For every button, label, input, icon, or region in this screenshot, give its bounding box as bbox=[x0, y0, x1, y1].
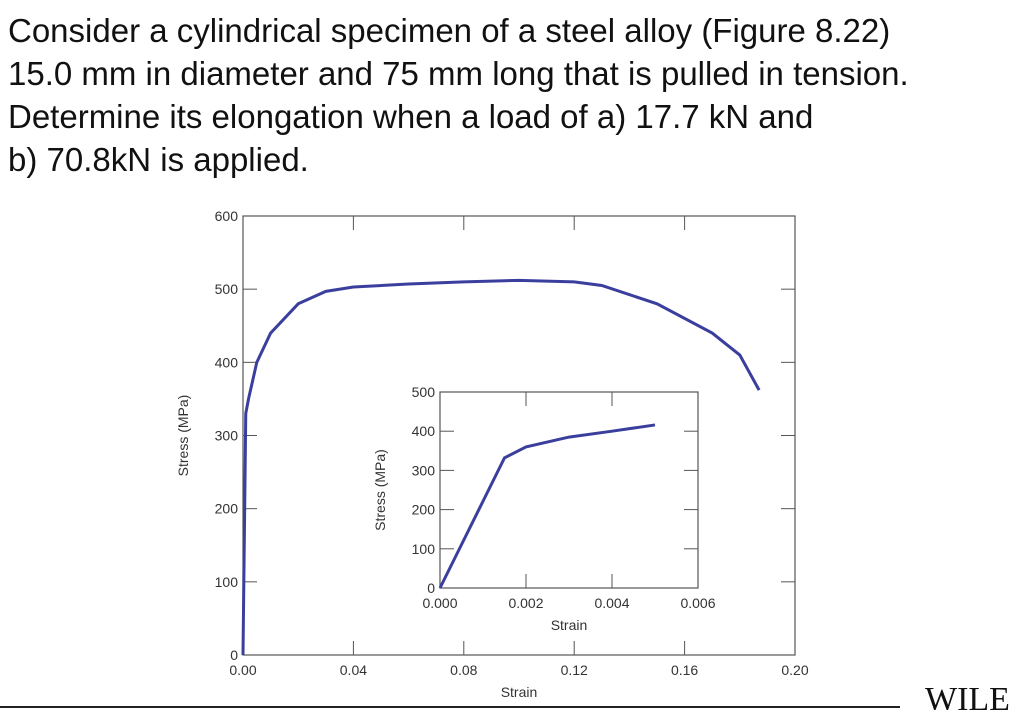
y-tick-label: 200 bbox=[412, 502, 436, 518]
y-tick-label: 500 bbox=[412, 384, 436, 400]
y-axis-label: Stress (MPa) bbox=[372, 449, 388, 531]
x-tick-label: 0.12 bbox=[561, 662, 588, 678]
x-tick-label: 0.006 bbox=[680, 595, 715, 611]
problem-line: Consider a cylindrical specimen of a ste… bbox=[8, 12, 890, 49]
y-tick-label: 300 bbox=[215, 428, 239, 444]
y-tick-label: 200 bbox=[215, 501, 239, 517]
x-tick-label: 0.04 bbox=[340, 662, 367, 678]
y-tick-label: 500 bbox=[215, 281, 239, 297]
problem-line: Determine its elongation when a load of … bbox=[8, 98, 813, 135]
x-tick-label: 0.00 bbox=[229, 662, 256, 678]
x-axis-label: Strain bbox=[551, 617, 588, 633]
stress-strain-curve bbox=[438, 423, 656, 589]
problem-line: 15.0 mm in diameter and 75 mm long that … bbox=[8, 55, 909, 92]
plot-frame bbox=[439, 391, 699, 589]
logo: WILE bbox=[925, 681, 1010, 710]
y-tick-label: 400 bbox=[215, 354, 239, 370]
x-tick-label: 0.20 bbox=[781, 662, 808, 678]
y-tick-label: 100 bbox=[215, 574, 239, 590]
problem-line: b) 70.8kN is applied. bbox=[8, 141, 309, 178]
x-tick-label: 0.002 bbox=[508, 595, 543, 611]
y-tick-label: 600 bbox=[215, 208, 239, 224]
y-axis-label: Stress (MPa) bbox=[175, 395, 191, 477]
y-tick-label: 0 bbox=[230, 647, 238, 663]
x-tick-label: 0.000 bbox=[422, 595, 457, 611]
x-tick-label: 0.16 bbox=[671, 662, 698, 678]
x-tick-label: 0.08 bbox=[450, 662, 477, 678]
y-tick-label: 400 bbox=[412, 423, 436, 439]
y-tick-label: 100 bbox=[412, 541, 436, 557]
y-tick-label: 0 bbox=[427, 580, 435, 596]
x-tick-label: 0.004 bbox=[594, 595, 629, 611]
x-axis-label: Strain bbox=[501, 684, 538, 700]
stress-strain-curve bbox=[241, 278, 761, 656]
y-tick-label: 300 bbox=[412, 462, 436, 478]
